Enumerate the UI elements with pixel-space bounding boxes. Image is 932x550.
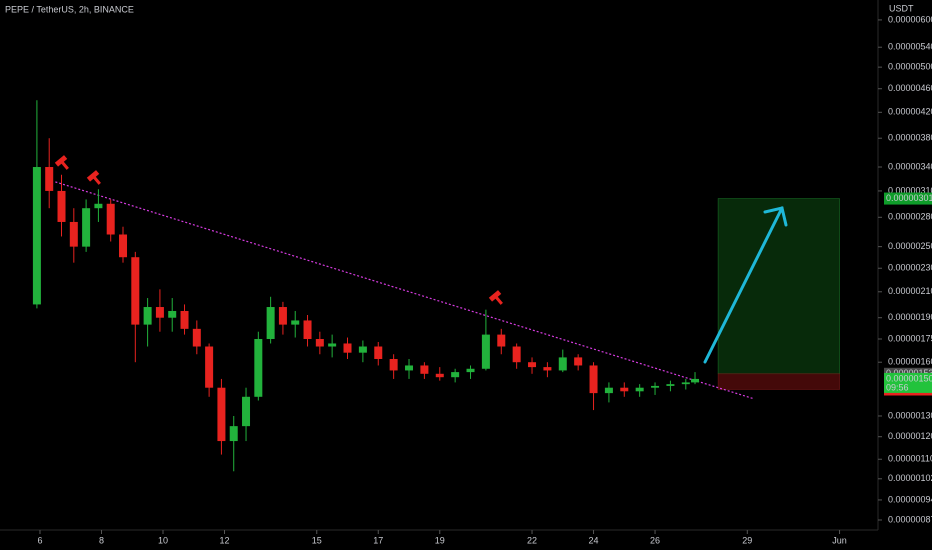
candle-body [405,365,414,371]
candle-body [119,234,128,258]
candle-body [651,385,660,388]
candle-body [497,334,506,347]
candle-body [82,208,91,247]
chart-title: PEPE / TetherUS, 2h, BINANCE [5,4,134,14]
y-tick-label: 0.00000340 [888,161,932,171]
last-price-tag: 0.00000150 [886,373,932,383]
candle-body [57,190,66,222]
y-tick-label: 0.00000600 [888,14,932,24]
candle-body [374,346,383,359]
x-tick-label: 26 [650,535,660,545]
candle-body [635,387,644,392]
target-zone [717,198,840,375]
candle-body [192,328,201,347]
candle-body [266,307,275,340]
stop-zone [717,373,840,390]
y-tick-label: 0.00000087 [888,514,932,524]
candle-body [681,382,690,385]
candle-body [168,310,177,318]
y-tick-label: 0.00000175 [888,333,932,343]
countdown: 09:56 [886,382,909,392]
x-tick-label: Jun [832,535,847,545]
candle-body [358,346,367,353]
candle-body [254,339,263,397]
x-tick-label: 6 [37,535,42,545]
y-tick-label: 0.00000102 [888,473,932,483]
candle-body [435,373,444,378]
x-tick-label: 8 [99,535,104,545]
candle-body [420,365,429,374]
candle-body [343,343,352,353]
y-tick-label: 0.00000230 [888,263,932,273]
y-tick-label: 0.00000110 [888,454,932,464]
target-tag-bg [884,192,932,205]
x-tick-label: 15 [312,535,322,545]
x-tick-label: 19 [435,535,445,545]
target-tag: 0.00000301 [886,193,932,203]
candle-body [217,387,226,442]
candle-body [106,203,115,235]
candle-body [328,343,337,347]
candle-body [451,372,460,378]
projection-arrow [703,206,788,364]
x-tick-label: 10 [158,535,168,545]
candle-body [481,334,490,369]
candle-body [205,346,214,388]
y-unit: USDT [889,3,914,13]
y-tick-label: 0.00000420 [888,107,932,117]
candle-body [143,307,152,325]
candle-body [389,358,398,371]
y-tick-label: 0.00000120 [888,431,932,441]
marks [32,100,840,472]
candle-body [32,167,41,305]
candle-body [620,387,629,392]
y-tick-label: 0.00000500 [888,62,932,72]
candle-body [666,384,675,386]
y-tick-label: 0.00000130 [888,410,932,420]
candle-body [45,167,54,191]
y-tick-label: 0.00000190 [888,312,932,322]
candle-body [574,357,583,366]
candle-body [528,362,537,368]
trendline [55,181,754,400]
candle-body [691,378,700,383]
candle-body [69,221,78,247]
candle-body [180,310,189,329]
candle-body [278,307,287,325]
candle-body [543,367,552,371]
candle-body [94,203,103,209]
x-tick-label: 24 [589,535,599,545]
x-tick-label: 22 [527,535,537,545]
candle-body [589,365,598,394]
x-tick-label: 17 [373,535,383,545]
candle-body [131,257,140,325]
candle-body [604,387,613,394]
y-tick-label: 0.00000250 [888,241,932,251]
candle-body [242,396,251,427]
x-tick-label: 12 [219,535,229,545]
candle-body [558,357,567,371]
y-tick-label: 0.00000160 [888,357,932,367]
x-tick-label: 29 [742,535,752,545]
y-tick-label: 0.00000460 [888,83,932,93]
y-tick-label: 0.00000540 [888,42,932,52]
candle-body [229,426,238,442]
candle-body [466,368,475,373]
candle-body [291,320,300,325]
y-tick-label: 0.00000280 [888,212,932,222]
y-tick-label: 0.00000094 [888,494,932,504]
last-price-tag-bg [884,372,932,393]
candle-body [303,320,312,340]
y-tick-label: 0.00000310 [888,185,932,195]
y-tick-label: 0.00000210 [888,286,932,296]
y-tick-label: 0.00000380 [888,133,932,143]
candle-body [155,307,164,318]
candle-body [512,346,521,363]
candle-body [315,339,324,347]
hammer-icons [54,155,503,305]
